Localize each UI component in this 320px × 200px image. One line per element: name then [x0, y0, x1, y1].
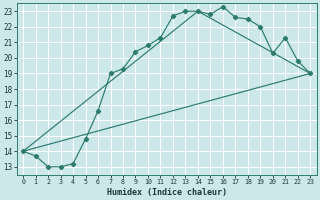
- X-axis label: Humidex (Indice chaleur): Humidex (Indice chaleur): [107, 188, 227, 197]
